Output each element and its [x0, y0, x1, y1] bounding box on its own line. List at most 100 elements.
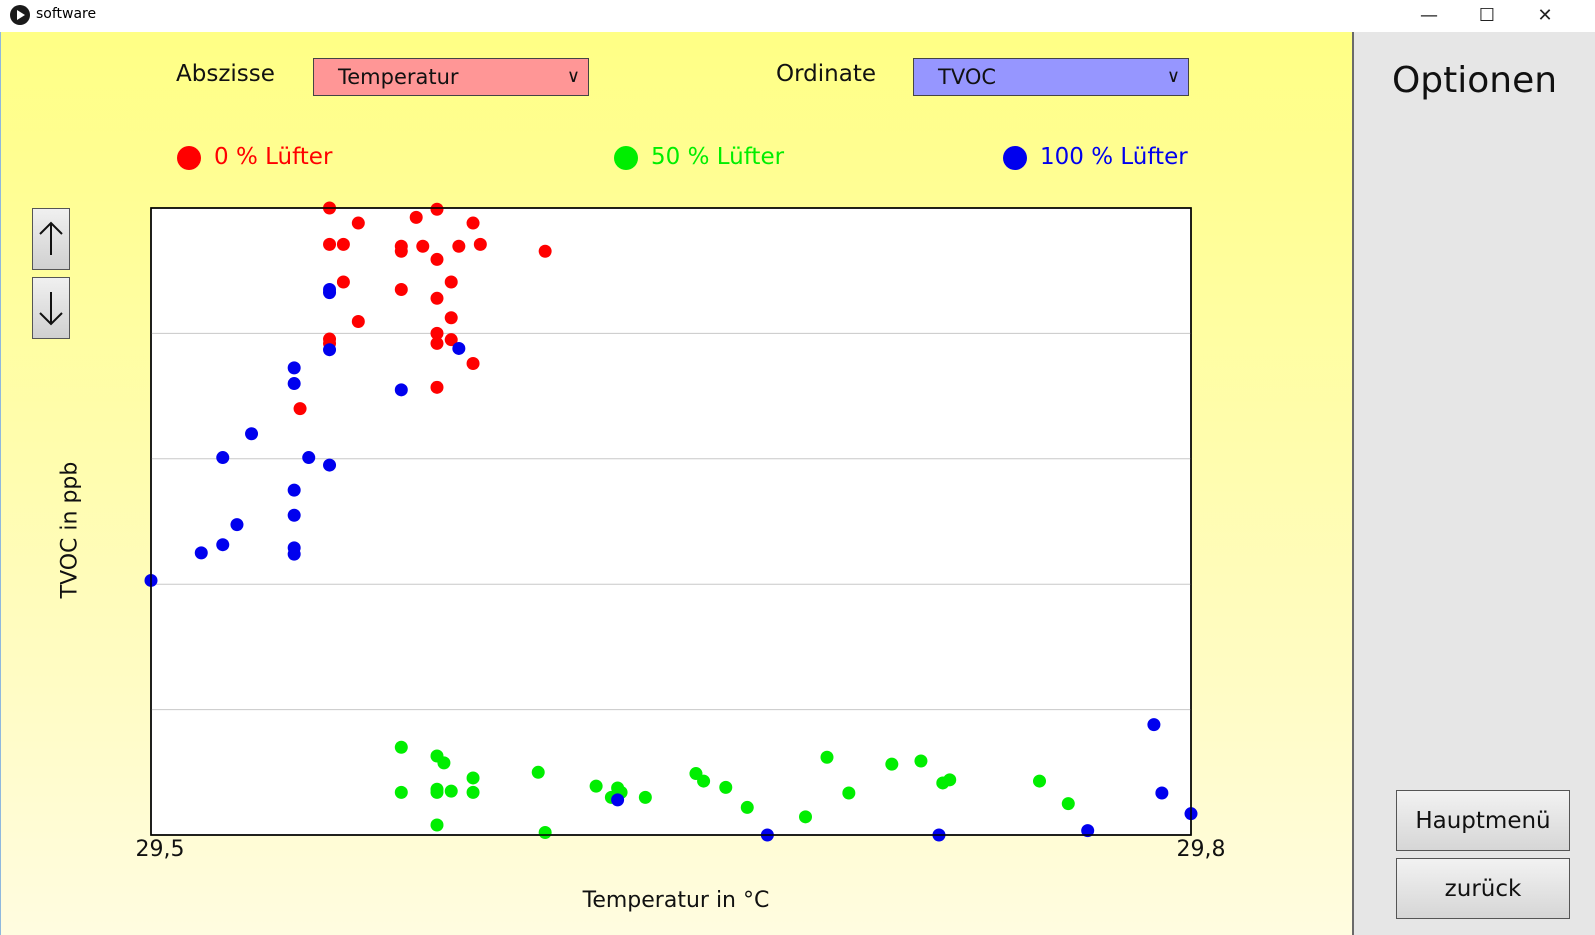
ordinate-select-value: TVOC: [938, 65, 997, 89]
arrow-down-icon: [39, 292, 63, 326]
data-point-series-0: [351, 216, 365, 230]
data-point-series-2: [611, 793, 625, 807]
data-point-series-2: [1155, 786, 1169, 800]
data-point-series-1: [885, 757, 899, 771]
data-point-series-0: [444, 333, 458, 347]
data-point-series-1: [719, 780, 733, 794]
data-point-series-1: [740, 800, 754, 814]
minimize-button[interactable]: —: [1420, 5, 1438, 26]
data-point-series-2: [287, 361, 301, 375]
window-title: software: [36, 6, 97, 22]
legend-marker-50-percent: [614, 146, 638, 170]
data-point-series-0: [336, 237, 350, 251]
ordinate-select[interactable]: TVOC ∨: [913, 58, 1189, 96]
data-point-series-1: [538, 825, 552, 839]
data-point-series-1: [914, 754, 928, 768]
data-point-series-1: [820, 750, 834, 764]
data-point-series-2: [302, 451, 316, 465]
data-point-series-0: [444, 275, 458, 289]
x-axis-label: Temperatur in °C: [582, 888, 770, 913]
data-point-series-0: [538, 244, 552, 258]
arrow-up-icon: [39, 221, 63, 255]
data-point-series-1: [1061, 797, 1075, 811]
data-point-series-1: [430, 785, 444, 799]
data-point-series-2: [216, 538, 230, 552]
data-point-series-2: [216, 451, 230, 465]
abscissa-label: Abszisse: [176, 61, 275, 87]
data-point-series-1: [589, 779, 603, 793]
data-point-series-1: [466, 785, 480, 799]
data-point-series-0: [466, 356, 480, 370]
chevron-down-icon: ∨: [1166, 66, 1180, 87]
data-point-series-0: [416, 239, 430, 253]
data-point-series-0: [394, 244, 408, 258]
plot-area: [150, 207, 1192, 836]
scroll-down-button[interactable]: [32, 277, 70, 339]
data-point-series-2: [394, 383, 408, 397]
data-point-series-2: [287, 377, 301, 391]
data-point-series-1: [531, 765, 545, 779]
data-point-series-1: [842, 786, 856, 800]
data-point-series-0: [323, 237, 337, 251]
data-point-series-1: [394, 785, 408, 799]
data-point-series-1: [430, 818, 444, 832]
data-point-series-0: [336, 275, 350, 289]
legend-marker-100-percent: [1003, 146, 1027, 170]
data-point-series-1: [437, 756, 451, 770]
x-tick-label-max: 29,8: [1176, 837, 1226, 862]
data-point-series-0: [473, 237, 487, 251]
legend-label-100-percent: 100 % Lüfter: [1040, 144, 1188, 170]
maximize-button[interactable]: ☐: [1478, 5, 1496, 26]
data-point-series-2: [1147, 718, 1161, 732]
legend-marker-0-percent: [177, 146, 201, 170]
data-point-series-0: [293, 402, 307, 416]
data-point-series-2: [287, 541, 301, 555]
legend-label-50-percent: 50 % Lüfter: [651, 144, 785, 170]
data-point-series-2: [323, 283, 337, 297]
data-point-series-1: [444, 784, 458, 798]
legend-label-0-percent: 0 % Lüfter: [214, 144, 333, 170]
y-axis-label: TVOC in ppb: [57, 461, 83, 599]
data-point-series-0: [351, 314, 365, 328]
main-menu-button[interactable]: Hauptmenü: [1396, 790, 1570, 851]
data-point-series-2: [323, 458, 337, 472]
data-point-series-0: [430, 291, 444, 305]
data-point-series-2: [194, 546, 208, 560]
x-tick-label-min: 29,5: [135, 837, 185, 862]
data-point-series-2: [452, 341, 466, 355]
chevron-down-icon: ∨: [566, 66, 580, 87]
abscissa-select[interactable]: Temperatur ∨: [313, 58, 589, 96]
data-point-series-1: [943, 773, 957, 787]
sidebar-title: Optionen: [1391, 60, 1558, 101]
data-point-series-1: [697, 774, 711, 788]
data-point-series-2: [245, 427, 259, 441]
data-point-series-0: [466, 216, 480, 230]
data-point-series-0: [430, 252, 444, 266]
data-point-series-0: [430, 380, 444, 394]
data-point-series-1: [394, 740, 408, 754]
data-point-series-2: [323, 343, 337, 357]
data-point-series-0: [409, 210, 423, 224]
data-point-series-0: [430, 326, 444, 340]
data-point-series-0: [394, 283, 408, 297]
plot-border: [150, 207, 1192, 836]
ordinate-label: Ordinate: [776, 61, 876, 87]
data-point-series-2: [287, 483, 301, 497]
scroll-up-button[interactable]: [32, 208, 70, 270]
back-button[interactable]: zurück: [1396, 858, 1570, 919]
data-point-series-1: [1033, 774, 1047, 788]
data-point-series-2: [230, 518, 244, 532]
data-point-series-0: [452, 239, 466, 253]
data-point-series-0: [430, 202, 444, 216]
data-point-series-0: [430, 336, 444, 350]
options-sidebar: Optionen Hauptmenü zurück: [1352, 32, 1595, 935]
abscissa-select-value: Temperatur: [338, 65, 459, 89]
data-point-series-1: [799, 810, 813, 824]
scatter-plot: [144, 201, 1198, 842]
close-button[interactable]: ✕: [1537, 5, 1553, 26]
app-play-icon: [10, 5, 30, 25]
data-point-series-2: [287, 508, 301, 522]
data-point-series-1: [638, 790, 652, 804]
data-point-series-0: [444, 311, 458, 325]
data-point-series-2: [1081, 824, 1095, 838]
